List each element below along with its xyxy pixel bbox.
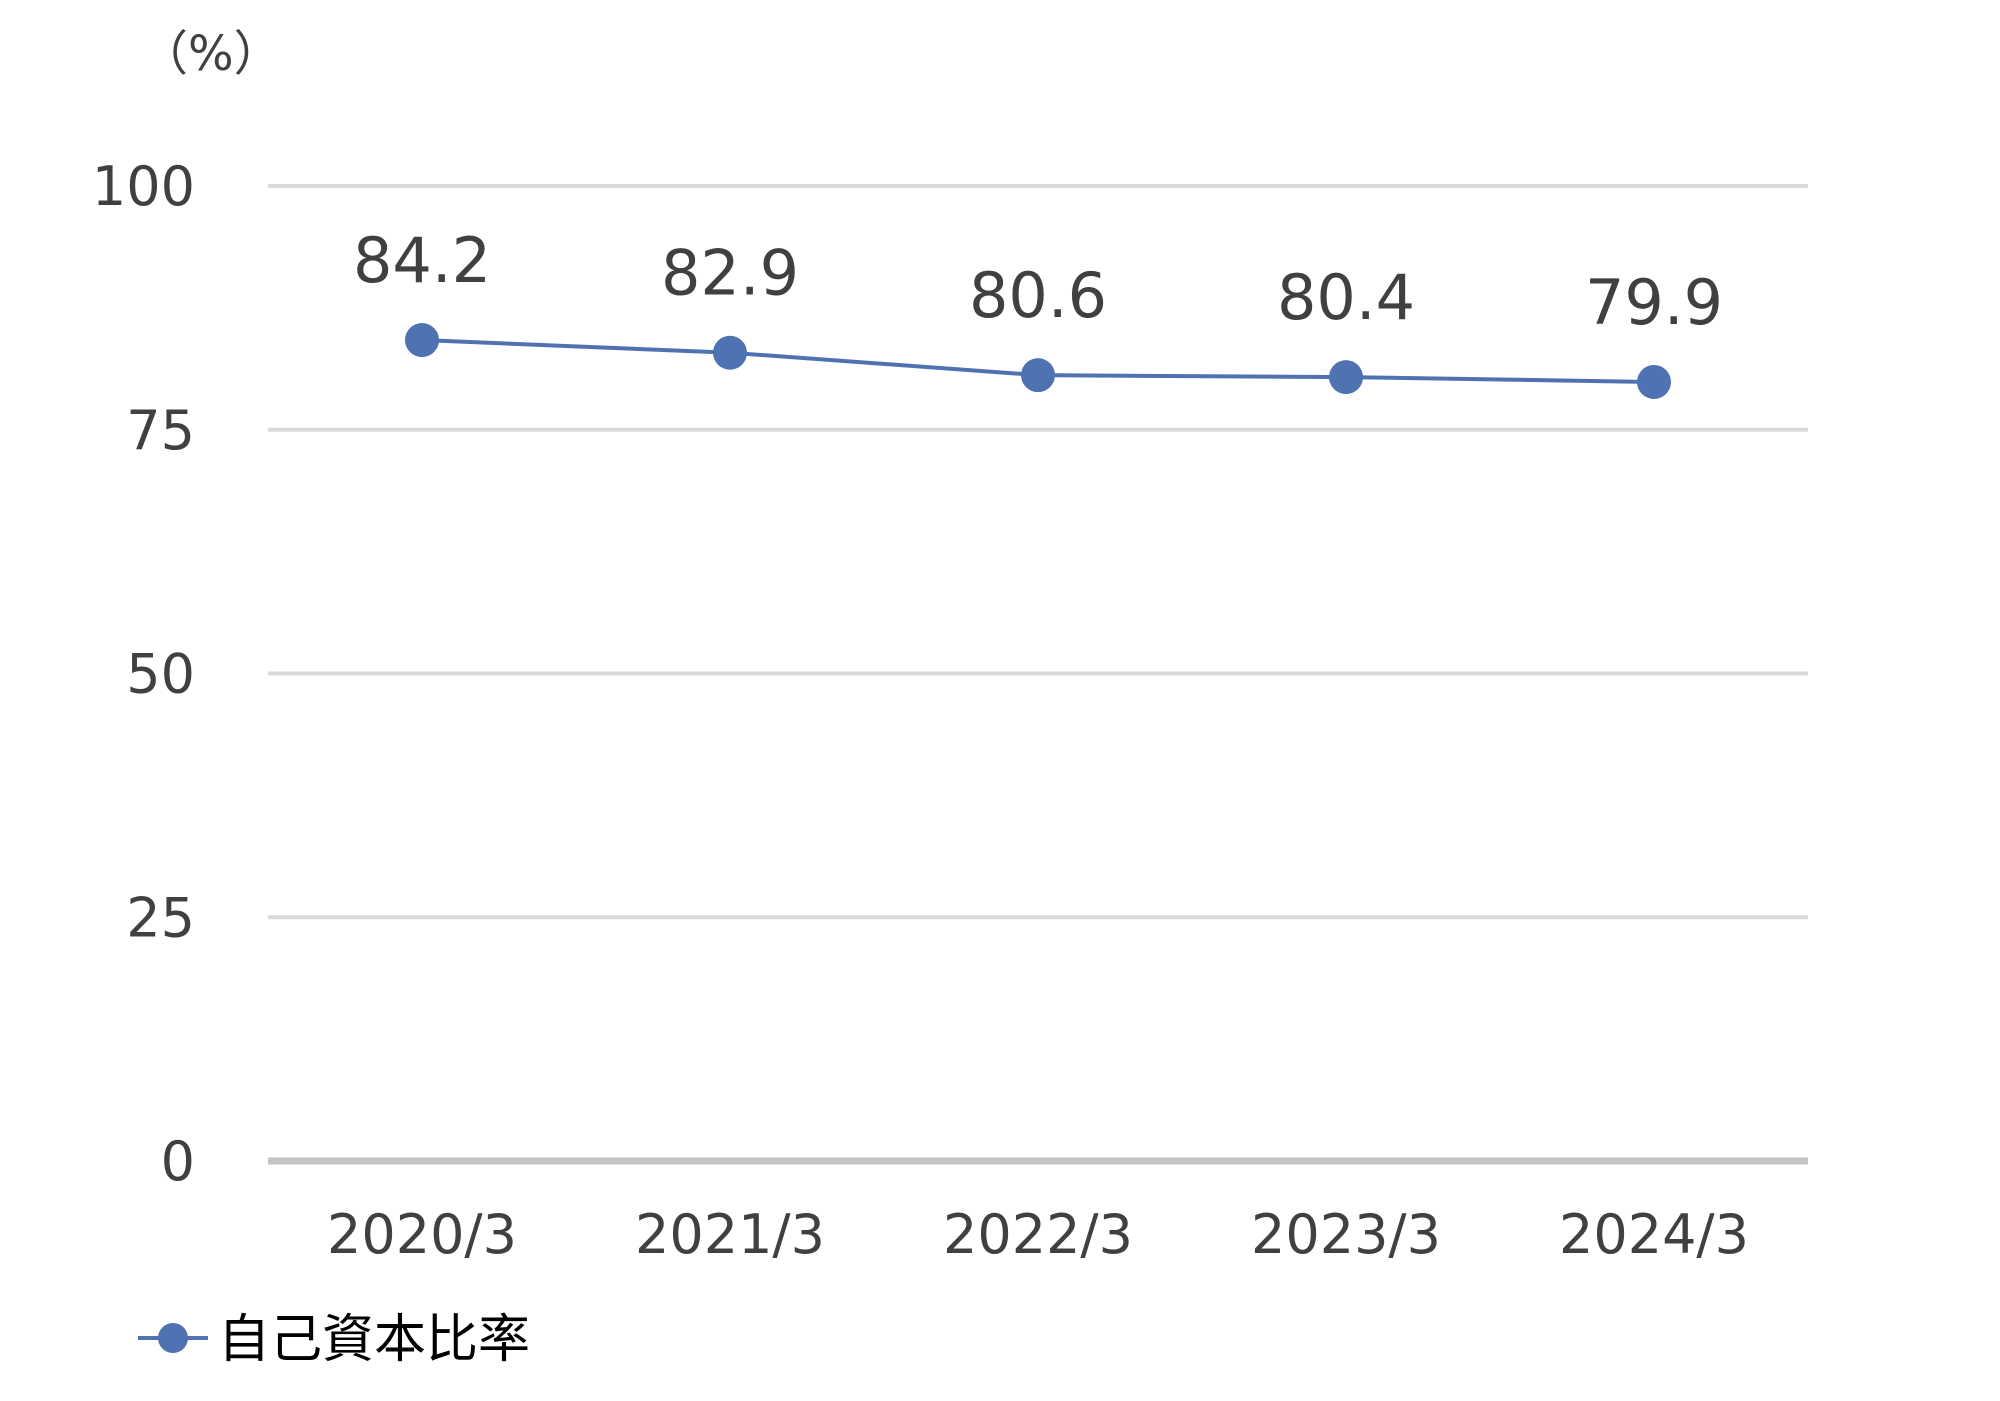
data-label-4: 79.9 <box>1585 266 1723 339</box>
data-label-3: 80.4 <box>1277 261 1415 334</box>
x-tick-label-0: 2020/3 <box>327 1203 517 1266</box>
data-point-4 <box>1637 364 1671 399</box>
y-tick-label-25: 25 <box>126 886 195 949</box>
x-axis-ticks: 2020/3 2021/3 2022/3 2023/3 2024/3 <box>327 1203 1749 1266</box>
y-tick-label-0: 0 <box>161 1130 195 1193</box>
gridlines <box>268 184 1808 1165</box>
x-tick-label-2: 2022/3 <box>943 1203 1133 1266</box>
data-point-1 <box>713 335 747 370</box>
y-axis-ticks: 0 25 50 75 100 <box>92 155 195 1193</box>
data-labels: 84.2 82.9 80.6 80.4 79.9 <box>353 224 1723 339</box>
data-label-2: 80.6 <box>969 259 1107 332</box>
data-label-1: 82.9 <box>661 237 799 310</box>
y-tick-label-75: 75 <box>126 399 195 462</box>
legend-marker-swatch <box>158 1323 188 1353</box>
data-point-3 <box>1329 360 1363 395</box>
x-tick-label-4: 2024/3 <box>1559 1203 1749 1266</box>
legend: 自己資本比率 <box>138 1310 530 1370</box>
y-tick-label-50: 50 <box>126 643 195 706</box>
data-point-0 <box>405 323 439 358</box>
y-axis-unit: （%） <box>140 26 282 82</box>
data-point-2 <box>1021 358 1055 393</box>
legend-label: 自己資本比率 <box>218 1310 530 1370</box>
y-tick-label-100: 100 <box>92 155 195 218</box>
data-label-0: 84.2 <box>353 224 491 297</box>
x-tick-label-3: 2023/3 <box>1251 1203 1441 1266</box>
series-group <box>405 323 1671 399</box>
x-tick-label-1: 2021/3 <box>635 1203 825 1266</box>
